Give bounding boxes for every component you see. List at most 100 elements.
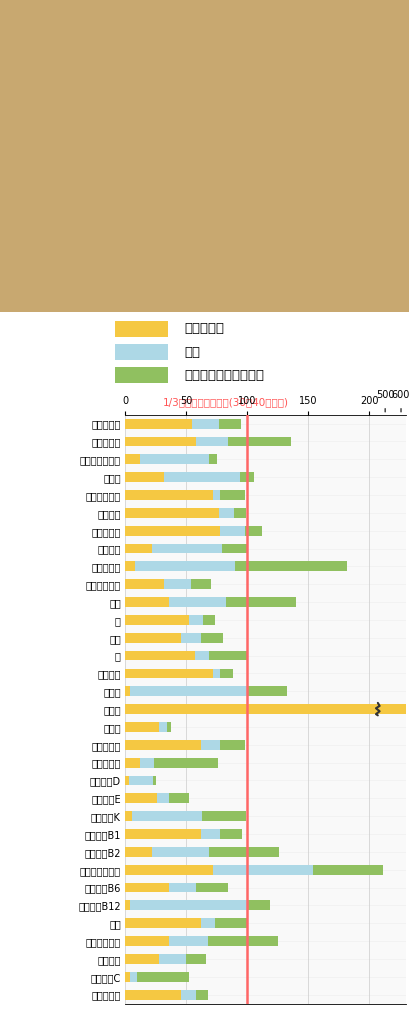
Bar bbox=[159, 722, 166, 732]
Bar bbox=[125, 419, 192, 429]
Bar bbox=[186, 954, 205, 964]
Bar bbox=[194, 650, 209, 660]
Bar bbox=[125, 633, 181, 643]
Bar bbox=[209, 650, 248, 660]
Bar bbox=[125, 508, 218, 518]
Bar bbox=[125, 615, 188, 625]
Bar bbox=[191, 580, 210, 589]
Bar bbox=[196, 883, 227, 893]
Bar bbox=[156, 794, 169, 803]
Bar bbox=[227, 436, 290, 446]
Bar bbox=[130, 900, 248, 910]
Bar bbox=[153, 775, 155, 785]
Bar bbox=[200, 919, 215, 928]
Bar bbox=[125, 490, 212, 500]
Bar bbox=[125, 650, 194, 660]
Bar bbox=[212, 865, 312, 874]
Bar bbox=[135, 561, 234, 571]
Text: キャベツのポタージュ: キャベツのポタージュ bbox=[184, 369, 264, 382]
Bar bbox=[166, 722, 171, 732]
Bar bbox=[125, 883, 169, 893]
Bar bbox=[154, 758, 217, 768]
Bar bbox=[220, 490, 244, 500]
Bar bbox=[220, 525, 244, 536]
Bar bbox=[226, 597, 295, 607]
Bar bbox=[212, 490, 220, 500]
Bar bbox=[125, 847, 152, 857]
Bar bbox=[196, 989, 208, 999]
Bar bbox=[125, 954, 159, 964]
Bar bbox=[125, 525, 220, 536]
Bar bbox=[248, 686, 287, 696]
Bar bbox=[125, 919, 200, 928]
Bar bbox=[125, 722, 159, 732]
Bar bbox=[164, 472, 239, 482]
Bar bbox=[125, 829, 200, 839]
Bar bbox=[312, 865, 382, 874]
Bar bbox=[139, 758, 154, 768]
Bar bbox=[181, 633, 200, 643]
Bar bbox=[218, 508, 233, 518]
Bar bbox=[200, 740, 220, 750]
Bar bbox=[125, 900, 130, 910]
Bar bbox=[125, 811, 132, 821]
Bar bbox=[152, 847, 209, 857]
Bar bbox=[203, 615, 215, 625]
Bar bbox=[125, 669, 212, 678]
Bar bbox=[130, 972, 137, 982]
Text: 全粒粉パン: 全粒粉パン bbox=[184, 323, 224, 336]
Bar bbox=[234, 561, 346, 571]
Bar bbox=[115, 321, 168, 338]
Bar bbox=[125, 775, 128, 785]
Bar bbox=[125, 865, 212, 874]
Bar bbox=[169, 936, 208, 946]
Bar bbox=[192, 419, 218, 429]
Text: 1/3日に必要な栄養素(30〜40代女性): 1/3日に必要な栄養素(30〜40代女性) bbox=[162, 397, 288, 407]
Bar bbox=[125, 740, 200, 750]
Bar bbox=[139, 455, 209, 464]
Bar bbox=[125, 972, 130, 982]
Bar bbox=[200, 829, 220, 839]
Text: 600: 600 bbox=[391, 390, 409, 400]
Bar bbox=[215, 919, 247, 928]
Bar bbox=[152, 544, 221, 553]
Bar bbox=[125, 544, 152, 553]
Bar bbox=[169, 794, 188, 803]
Text: 500: 500 bbox=[375, 390, 393, 400]
Bar bbox=[209, 455, 216, 464]
Bar bbox=[220, 740, 244, 750]
Bar bbox=[130, 686, 248, 696]
Bar bbox=[200, 633, 222, 643]
Bar bbox=[115, 344, 168, 360]
Bar bbox=[212, 669, 220, 678]
Bar bbox=[218, 419, 240, 429]
Bar bbox=[125, 794, 156, 803]
Bar bbox=[169, 597, 226, 607]
Bar bbox=[169, 883, 196, 893]
Bar bbox=[125, 472, 164, 482]
Bar bbox=[125, 580, 164, 589]
Bar bbox=[125, 597, 169, 607]
Bar bbox=[202, 811, 245, 821]
Bar bbox=[125, 561, 135, 571]
Bar bbox=[244, 525, 261, 536]
Bar bbox=[196, 436, 227, 446]
Bar bbox=[209, 847, 278, 857]
Bar bbox=[125, 758, 139, 768]
Bar bbox=[181, 989, 196, 999]
Bar bbox=[221, 544, 248, 553]
Bar bbox=[125, 455, 139, 464]
Bar bbox=[164, 580, 191, 589]
Bar bbox=[125, 436, 196, 446]
Bar bbox=[159, 954, 186, 964]
Bar bbox=[125, 936, 169, 946]
Bar bbox=[132, 811, 202, 821]
Bar bbox=[233, 508, 245, 518]
Bar bbox=[208, 936, 277, 946]
Bar bbox=[188, 615, 203, 625]
Bar bbox=[248, 900, 270, 910]
Bar bbox=[239, 472, 254, 482]
Bar bbox=[115, 367, 168, 384]
Bar bbox=[125, 686, 130, 696]
Bar bbox=[220, 829, 242, 839]
